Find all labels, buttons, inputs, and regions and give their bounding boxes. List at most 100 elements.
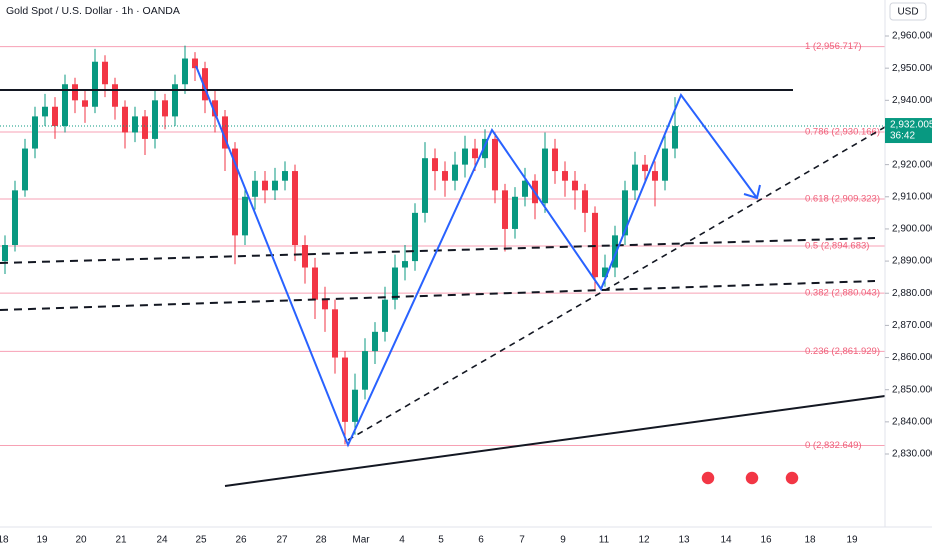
candle-body <box>202 68 208 101</box>
candle-body <box>462 148 468 165</box>
x-tick-label: 7 <box>519 535 525 546</box>
candle-body <box>132 116 138 133</box>
y-tick-label: 2,900.000 <box>892 224 932 235</box>
candle-body <box>282 171 288 181</box>
chart-title: Gold Spot / U.S. Dollar · 1h · OANDA <box>6 5 180 17</box>
currency: USD <box>897 7 918 18</box>
x-tick-label: 11 <box>599 535 610 546</box>
candle-body <box>252 180 258 197</box>
candle-body <box>392 267 398 300</box>
fib-label: 0 (2,832.649) <box>805 440 862 451</box>
event-icon[interactable] <box>784 470 800 486</box>
x-tick-label: 13 <box>678 535 690 546</box>
x-tick-label: 12 <box>638 535 650 546</box>
candle-body <box>12 190 18 246</box>
candle-body <box>152 100 158 139</box>
fib-label: 1 (2,956.717) <box>805 41 862 52</box>
candle-body <box>32 116 38 149</box>
candle-body <box>142 116 148 139</box>
candle-body <box>302 245 308 268</box>
x-tick-label: 4 <box>399 535 405 546</box>
candle-body <box>672 126 678 149</box>
x-tick-label: 25 <box>195 535 207 546</box>
candle-body <box>102 61 108 85</box>
candle-body <box>492 138 498 191</box>
candle-body <box>652 171 658 181</box>
candle-body <box>222 116 228 149</box>
candle-body <box>422 158 428 213</box>
candle-body <box>512 196 518 229</box>
candle-body <box>62 84 68 127</box>
x-tick-label: 26 <box>235 535 247 546</box>
candle-body <box>262 180 268 191</box>
candle-body <box>572 180 578 191</box>
fib-label: 0.382 (2,880.043) <box>805 288 880 299</box>
x-tick-label: 20 <box>75 535 87 546</box>
event-icon[interactable] <box>744 470 760 486</box>
candle-body <box>442 171 448 181</box>
candle-body <box>112 84 118 107</box>
candle-body <box>662 148 668 181</box>
y-tick-label: 2,860.000 <box>892 352 932 363</box>
x-tick-label: 21 <box>115 535 127 546</box>
candle-body <box>22 148 28 191</box>
candle-body <box>312 267 318 300</box>
candle-body <box>562 171 568 181</box>
candle-body <box>602 267 608 278</box>
candle-body <box>632 164 638 191</box>
candle-body <box>272 180 278 191</box>
candle-body <box>162 100 168 117</box>
x-tick-label: 6 <box>478 535 484 546</box>
time-axis <box>0 527 932 550</box>
y-tick-label: 2,920.000 <box>892 159 932 170</box>
x-tick-label: 24 <box>156 535 168 546</box>
candle-body <box>642 164 648 172</box>
x-tick-label: 18 <box>0 535 9 546</box>
candle-body <box>452 164 458 181</box>
candle-body <box>42 106 48 117</box>
candle-body <box>52 106 58 127</box>
fib-label: 0.618 (2,909.323) <box>805 193 880 204</box>
candle-body <box>612 235 618 268</box>
y-tick-label: 2,880.000 <box>892 288 932 299</box>
price-axis <box>885 0 932 527</box>
x-tick-label: 28 <box>315 535 327 546</box>
event-icon[interactable] <box>700 470 716 486</box>
x-tick-label: 27 <box>276 535 288 546</box>
dashed-trendline <box>347 126 886 441</box>
last-price-label: 2,932.005 <box>890 120 932 131</box>
candle-body <box>502 190 508 229</box>
currency-button[interactable] <box>889 2 927 21</box>
x-tick-label: 16 <box>760 535 772 546</box>
candle-body <box>402 261 408 268</box>
candle-body <box>232 148 238 236</box>
y-tick-label: 2,910.000 <box>892 191 932 202</box>
fib-retracement: 1 (2,956.717) 0.786 (2,930.166) 0.618 (2,9… <box>0 41 885 451</box>
candle-body <box>412 212 418 262</box>
countdown: 36:42 <box>890 131 915 142</box>
x-tick-label: 14 <box>720 535 732 546</box>
y-tick-label: 2,940.000 <box>892 95 932 106</box>
candle-body <box>482 138 488 159</box>
candle-body <box>552 148 558 172</box>
axes: 2,960.0002,950.0002,940.0002,930.0002,92… <box>0 31 932 546</box>
y-tick-label: 2,830.000 <box>892 449 932 460</box>
candle-body <box>542 148 548 204</box>
fib-label: 0.5 (2,894.683) <box>805 241 869 252</box>
candle-body <box>342 357 348 422</box>
candle-body <box>362 351 368 390</box>
candle-body <box>352 389 358 422</box>
candle-body <box>72 84 78 101</box>
candle-body <box>322 299 328 310</box>
candle-body <box>182 58 188 85</box>
x-tick-label: 19 <box>36 535 48 546</box>
candle-body <box>82 100 88 107</box>
candle-body <box>432 158 438 172</box>
candle-body <box>292 171 298 246</box>
y-tick-label: 2,890.000 <box>892 256 932 267</box>
candle-body <box>2 245 8 262</box>
y-tick-label: 2,960.000 <box>892 31 932 42</box>
x-tick-label: 5 <box>438 535 444 546</box>
candle-body <box>472 148 478 159</box>
